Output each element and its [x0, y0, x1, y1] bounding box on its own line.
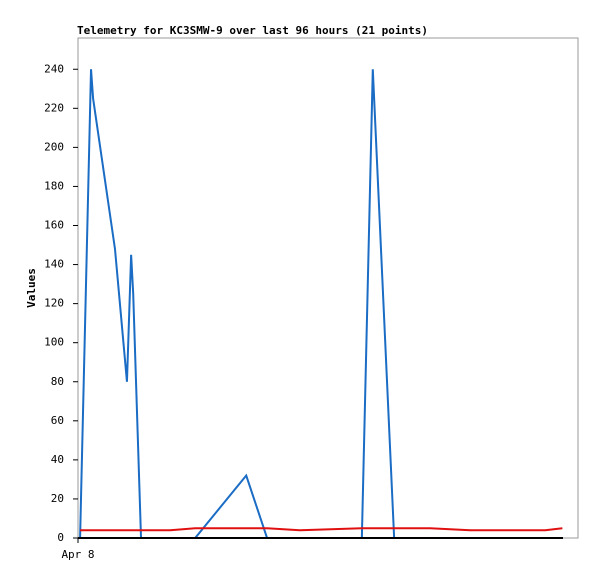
y-tick-label: 220	[44, 101, 64, 114]
y-tick-label: 200	[44, 140, 64, 153]
y-tick-label: 20	[51, 492, 64, 505]
y-tick-label: 180	[44, 179, 64, 192]
y-tick-label: 140	[44, 258, 64, 271]
series-line	[80, 527, 563, 532]
y-tick-label: 60	[51, 414, 64, 427]
y-tick-label: 120	[44, 297, 64, 310]
y-tick-label: 160	[44, 219, 64, 232]
chart-title: Telemetry for KC3SMW-9 over last 96 hour…	[77, 24, 428, 37]
y-tick-label: 0	[57, 531, 64, 544]
y-tick-label: 100	[44, 336, 64, 349]
y-tick-label: 80	[51, 375, 64, 388]
y-tick-label: 240	[44, 62, 64, 75]
y-tick-label: 40	[51, 453, 64, 466]
x-tick-label: Apr 8	[61, 548, 94, 561]
plot-area	[77, 37, 579, 539]
y-axis-label: Values	[25, 268, 38, 308]
